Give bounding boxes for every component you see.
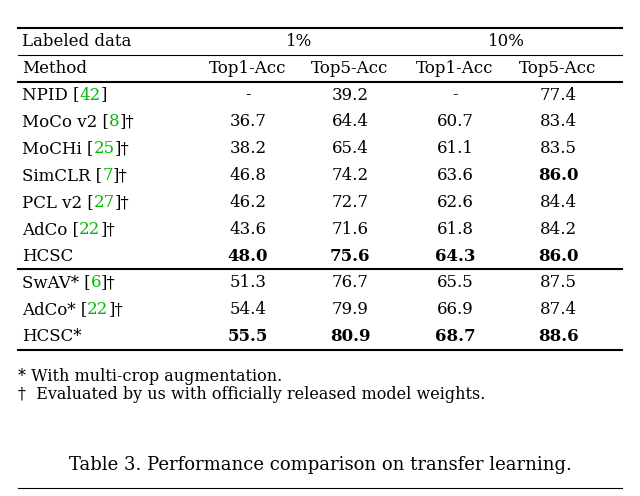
Text: 39.2: 39.2: [332, 87, 369, 104]
Text: SimCLR [: SimCLR [: [22, 167, 102, 184]
Text: 72.7: 72.7: [332, 194, 369, 211]
Text: NPID [: NPID [: [22, 87, 79, 104]
Text: 22: 22: [79, 221, 100, 238]
Text: 65.4: 65.4: [332, 140, 369, 157]
Text: 54.4: 54.4: [230, 301, 266, 318]
Text: 61.1: 61.1: [436, 140, 474, 157]
Text: 46.2: 46.2: [230, 194, 266, 211]
Text: 55.5: 55.5: [228, 328, 268, 345]
Text: ]†: ]†: [101, 274, 116, 291]
Text: Labeled data: Labeled data: [22, 33, 131, 50]
Text: 84.2: 84.2: [540, 221, 577, 238]
Text: 77.4: 77.4: [540, 87, 577, 104]
Text: Method: Method: [22, 60, 87, 77]
Text: 10%: 10%: [488, 33, 525, 50]
Text: -: -: [245, 87, 251, 104]
Text: 64.3: 64.3: [435, 248, 476, 264]
Text: 80.9: 80.9: [330, 328, 371, 345]
Text: 74.2: 74.2: [332, 167, 369, 184]
Text: 46.8: 46.8: [230, 167, 266, 184]
Text: 68.7: 68.7: [435, 328, 476, 345]
Text: 66.9: 66.9: [436, 301, 474, 318]
Text: 27: 27: [93, 194, 115, 211]
Text: MoCo v2 [: MoCo v2 [: [22, 114, 109, 130]
Text: 61.8: 61.8: [436, 221, 474, 238]
Text: 86.0: 86.0: [538, 167, 579, 184]
Text: 86.0: 86.0: [538, 248, 579, 264]
Text: 7: 7: [102, 167, 113, 184]
Text: 60.7: 60.7: [436, 114, 474, 130]
Text: ]†: ]†: [115, 140, 129, 157]
Text: ]: ]: [100, 87, 107, 104]
Text: †  Evaluated by us with officially released model weights.: † Evaluated by us with officially releas…: [18, 386, 485, 403]
Text: 63.6: 63.6: [436, 167, 474, 184]
Text: Table 3. Performance comparison on transfer learning.: Table 3. Performance comparison on trans…: [68, 456, 572, 474]
Text: 38.2: 38.2: [229, 140, 267, 157]
Text: PCL v2 [: PCL v2 [: [22, 194, 93, 211]
Text: 22: 22: [87, 301, 109, 318]
Text: AdCo* [: AdCo* [: [22, 301, 87, 318]
Text: -: -: [452, 87, 458, 104]
Text: HCSC*: HCSC*: [22, 328, 81, 345]
Text: 43.6: 43.6: [230, 221, 266, 238]
Text: 6: 6: [91, 274, 101, 291]
Text: 64.4: 64.4: [332, 114, 369, 130]
Text: Top1-Acc: Top1-Acc: [416, 60, 493, 77]
Text: 36.7: 36.7: [230, 114, 266, 130]
Text: 84.4: 84.4: [540, 194, 577, 211]
Text: Top5-Acc: Top5-Acc: [311, 60, 388, 77]
Text: ]†: ]†: [120, 114, 134, 130]
Text: ]†: ]†: [100, 221, 115, 238]
Text: SwAV* [: SwAV* [: [22, 274, 91, 291]
Text: 25: 25: [93, 140, 115, 157]
Text: Top1-Acc: Top1-Acc: [209, 60, 287, 77]
Text: 88.6: 88.6: [538, 328, 579, 345]
Text: ]†: ]†: [115, 194, 130, 211]
Text: HCSC: HCSC: [22, 248, 73, 264]
Text: 79.9: 79.9: [332, 301, 369, 318]
Text: MoCHi [: MoCHi [: [22, 140, 93, 157]
Text: 48.0: 48.0: [228, 248, 268, 264]
Text: 1%: 1%: [286, 33, 312, 50]
Text: 87.5: 87.5: [540, 274, 577, 291]
Text: 42: 42: [79, 87, 100, 104]
Text: 62.6: 62.6: [436, 194, 474, 211]
Text: 65.5: 65.5: [436, 274, 474, 291]
Text: 87.4: 87.4: [540, 301, 577, 318]
Text: 76.7: 76.7: [332, 274, 369, 291]
Text: Top5-Acc: Top5-Acc: [519, 60, 596, 77]
Text: 8: 8: [109, 114, 120, 130]
Text: * With multi-crop augmentation.: * With multi-crop augmentation.: [18, 368, 282, 385]
Text: 83.4: 83.4: [540, 114, 577, 130]
Text: ]†: ]†: [113, 167, 127, 184]
Text: ]†: ]†: [109, 301, 124, 318]
Text: 83.5: 83.5: [540, 140, 577, 157]
Text: AdCo [: AdCo [: [22, 221, 79, 238]
Text: 75.6: 75.6: [330, 248, 371, 264]
Text: 51.3: 51.3: [230, 274, 266, 291]
Text: 71.6: 71.6: [332, 221, 369, 238]
